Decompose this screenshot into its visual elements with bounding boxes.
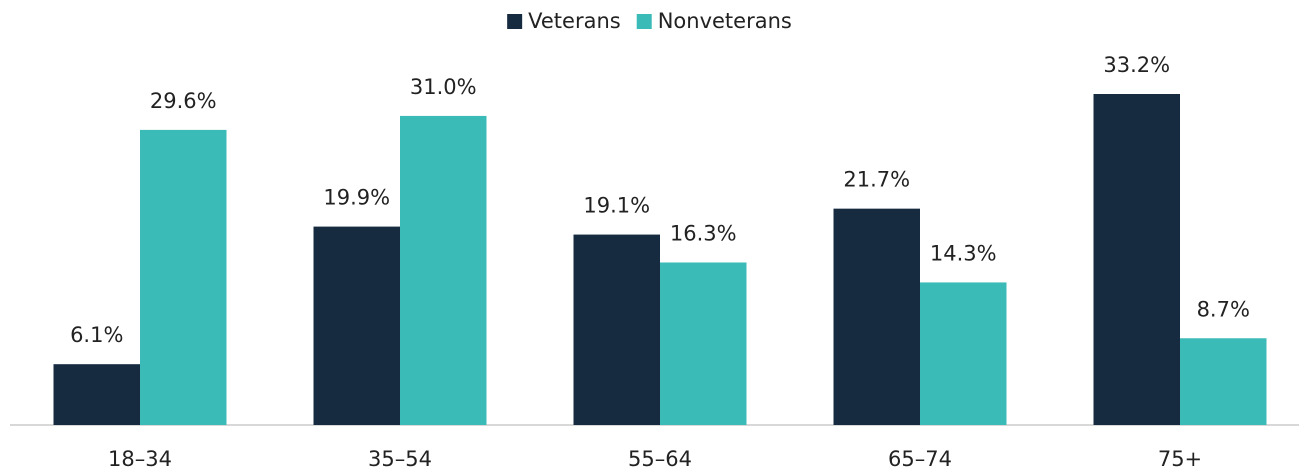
value-label: 8.7% [1197, 297, 1250, 321]
legend-swatch [636, 14, 652, 29]
x-tick-label: 55–64 [628, 447, 692, 470]
bar [313, 226, 400, 425]
bar [140, 129, 227, 425]
value-label: 14.3% [930, 241, 997, 265]
x-tick-label: 75+ [1158, 447, 1202, 470]
value-label: 29.6% [150, 89, 217, 113]
value-label: 31.0% [410, 75, 477, 99]
x-tick-label: 65–74 [888, 447, 952, 470]
x-tick-label: 18–34 [108, 447, 172, 470]
value-label: 19.9% [323, 186, 390, 210]
value-label: 19.1% [583, 194, 650, 218]
value-label: 33.2% [1103, 53, 1170, 77]
value-label: 16.3% [670, 221, 737, 245]
bar [1180, 338, 1267, 425]
legend-swatch [507, 14, 523, 29]
legend-label: Nonveterans [658, 9, 792, 33]
bar [53, 364, 140, 425]
bar [573, 234, 660, 425]
bar [920, 282, 1007, 425]
bar [1093, 93, 1180, 425]
bar [833, 208, 920, 425]
legend-label: Veterans [528, 9, 621, 33]
bar [400, 115, 487, 426]
value-label: 6.1% [70, 323, 123, 347]
value-label: 21.7% [843, 168, 910, 192]
x-tick-label: 35–54 [368, 447, 432, 470]
bar [660, 262, 747, 425]
